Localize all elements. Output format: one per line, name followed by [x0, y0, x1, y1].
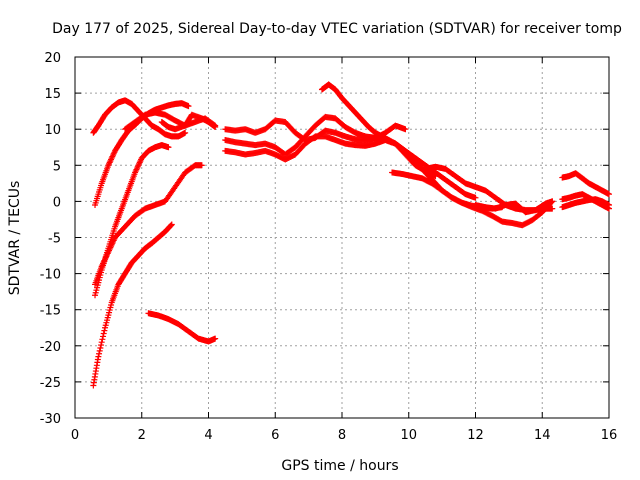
data-point — [165, 144, 172, 151]
series-arc-16 — [559, 170, 612, 198]
x-tick-label: 14 — [534, 428, 551, 443]
data-point — [402, 126, 409, 133]
x-tick-label: 0 — [71, 428, 79, 443]
data-point — [97, 344, 104, 351]
axis-ticks: 0 2 4 6 8 10 12 14 16 -30 -25 -20 -15 -10 -5 0 5 10 15 20 — [40, 51, 618, 443]
series-arc-18 — [559, 196, 612, 211]
data-point — [198, 162, 205, 169]
y-tick-label: -15 — [40, 304, 61, 319]
y-tick-label: -5 — [48, 232, 61, 247]
data-point — [98, 339, 105, 346]
data-point — [96, 347, 103, 354]
y-tick-label: 0 — [53, 195, 61, 210]
data-point — [606, 202, 612, 209]
y-tick-label: -30 — [40, 412, 61, 427]
y-tick-label: 10 — [44, 123, 61, 138]
data-point — [168, 221, 175, 228]
series-arc-1 — [90, 97, 189, 140]
x-tick-label: 8 — [338, 428, 346, 443]
data-point — [168, 222, 175, 229]
data-point — [185, 103, 192, 110]
y-tick-label: 15 — [44, 87, 61, 102]
data-point — [95, 353, 102, 360]
x-tick-label: 2 — [138, 428, 146, 443]
x-tick-label: 16 — [601, 428, 618, 443]
data-point — [100, 330, 107, 337]
x-tick-label: 12 — [467, 428, 484, 443]
data-point — [472, 194, 479, 201]
series-arc-8 — [158, 111, 219, 133]
series-arc-3 — [92, 142, 172, 299]
y-tick-label: -25 — [40, 376, 61, 391]
data-point — [100, 333, 107, 340]
series-arc-15 — [472, 198, 556, 216]
grid — [75, 57, 609, 418]
y-tick-label: 20 — [44, 51, 61, 66]
series-arc-10 — [222, 113, 439, 180]
series-arc-4 — [92, 162, 205, 288]
data-point — [606, 191, 612, 198]
chart-title: Day 177 of 2025, Sidereal Day-to-day VTE… — [52, 21, 622, 37]
data-point — [99, 336, 106, 343]
data-points — [90, 81, 612, 389]
data-point — [101, 327, 108, 334]
data-point — [212, 124, 219, 131]
y-tick-label: 5 — [53, 159, 61, 174]
x-tick-label: 10 — [400, 428, 417, 443]
x-tick-label: 6 — [271, 428, 279, 443]
data-point — [549, 205, 556, 212]
x-tick-label: 4 — [204, 428, 212, 443]
data-point — [549, 198, 556, 205]
series-arc-6 — [145, 310, 219, 345]
y-axis-label: SDTVAR / TECUs — [7, 181, 23, 296]
x-axis-label: GPS time / hours — [281, 458, 398, 474]
data-point — [98, 342, 105, 349]
series-arc-5 — [90, 221, 175, 389]
y-tick-label: -20 — [40, 340, 61, 355]
data-point — [212, 335, 219, 342]
data-point — [96, 350, 103, 357]
y-tick-label: -10 — [40, 268, 61, 283]
data-point — [182, 129, 189, 136]
